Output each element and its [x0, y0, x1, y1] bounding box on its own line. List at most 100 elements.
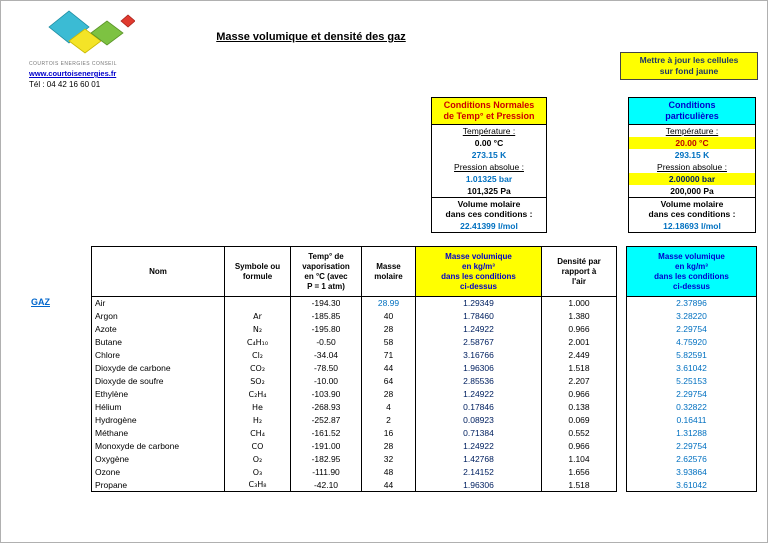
gas-row: Argon Ar -185.85 40 1.78460 1.380 — [91, 309, 617, 323]
density-normal-cell: 1.24922 — [415, 387, 542, 401]
density-normal-cell: 1.96306 — [415, 478, 542, 492]
header-density-normal: Masse volumique en kg/m³ dans les condit… — [415, 246, 542, 297]
density-normal-cell: 1.29349 — [415, 296, 542, 310]
gas-row: Hydrogène H₂ -252.87 2 0.08923 0.069 — [91, 413, 617, 427]
molar-mass-cell: 28 — [361, 439, 416, 453]
gas-row: Monoxyde de carbone CO -191.00 28 1.24922 0.9… — [91, 439, 617, 453]
particular-molar-volume-label: Volume molaire dans ces conditions : — [648, 198, 736, 220]
particular-conditions-title: Conditions particulières — [628, 97, 756, 125]
density-particular-cell: 3.61042 — [626, 478, 757, 492]
gas-name-cell: Méthane — [91, 426, 225, 440]
relative-density-cell: 0.966 — [541, 387, 617, 401]
gas-row: Propane C₃H₈ -42.10 44 1.96306 1.518 — [91, 478, 617, 492]
particular-pressure-pa: 200,000 Pa — [670, 185, 714, 196]
molar-mass-cell: 4 — [361, 400, 416, 414]
molar-mass-cell: 44 — [361, 478, 416, 492]
relative-density-cell: 1.656 — [541, 465, 617, 479]
header-relative-density: Densité par rapport à l'air — [541, 246, 617, 297]
particular-temperature-label: Température : — [665, 125, 719, 136]
molar-mass-cell: 44 — [361, 361, 416, 375]
particular-density-row: 5.25153 — [626, 374, 757, 388]
gas-name-cell: Monoxyde de carbone — [91, 439, 225, 453]
particular-density-row: 0.32822 — [626, 400, 757, 414]
particular-table-body: 2.37896 3.28220 2.29754 4.75920 5.82591 3.610… — [626, 296, 757, 492]
vaporization-cell: -42.10 — [290, 478, 362, 492]
molar-mass-cell: 64 — [361, 374, 416, 388]
relative-density-cell: 0.552 — [541, 426, 617, 440]
density-particular-cell: 2.29754 — [626, 322, 757, 336]
molar-mass-cell: 16 — [361, 426, 416, 440]
gas-name-cell: Hélium — [91, 400, 225, 414]
normal-molar-volume-value: 22.41399 l/mol — [460, 220, 518, 231]
particular-density-row: 3.61042 — [626, 478, 757, 492]
density-normal-cell: 1.78460 — [415, 309, 542, 323]
relative-density-cell: 2.449 — [541, 348, 617, 362]
gas-name-cell: Chlore — [91, 348, 225, 362]
vaporization-cell: -10.00 — [290, 374, 362, 388]
gas-name-cell: Ethylène — [91, 387, 225, 401]
particular-density-row: 2.29754 — [626, 322, 757, 336]
gas-row: Ozone O₃ -111.90 48 2.14152 1.656 — [91, 465, 617, 479]
gas-name-cell: Dioxyde de soufre — [91, 374, 225, 388]
particular-density-row: 3.61042 — [626, 361, 757, 375]
gas-symbol-cell: CH₄ — [224, 426, 291, 440]
vaporization-cell: -195.80 — [290, 322, 362, 336]
density-particular-cell: 0.32822 — [626, 400, 757, 414]
gas-name-cell: Hydrogène — [91, 413, 225, 427]
relative-density-cell: 0.966 — [541, 322, 617, 336]
molar-mass-cell: 28 — [361, 387, 416, 401]
particular-density-row: 1.31288 — [626, 426, 757, 440]
gas-row: Air -194.30 28.99 1.29349 1.000 — [91, 296, 617, 310]
normal-conditions-box: Conditions Normales de Temp° et Pression… — [431, 97, 547, 233]
header-symbol: Symbole ou formule — [224, 246, 291, 297]
molar-mass-cell: 40 — [361, 309, 416, 323]
gas-row: Hélium He -268.93 4 0.17846 0.138 — [91, 400, 617, 414]
relative-density-cell: 1.104 — [541, 452, 617, 466]
relative-density-cell: 1.518 — [541, 478, 617, 492]
particular-density-row: 3.28220 — [626, 309, 757, 323]
gas-symbol-cell: N₂ — [224, 322, 291, 336]
density-particular-cell: 2.37896 — [626, 296, 757, 310]
particular-conditions-box: Conditions particulières Température : 2… — [628, 97, 756, 233]
gas-symbol-cell — [224, 296, 291, 310]
density-particular-cell: 2.62576 — [626, 452, 757, 466]
normal-pressure-bar: 1.01325 bar — [465, 173, 513, 184]
density-normal-cell: 1.24922 — [415, 322, 542, 336]
gas-row: Dioxyde de soufre SO₂ -10.00 64 2.85536 2.207 — [91, 374, 617, 388]
header-vaporization: Temp° de vaporisation en °C (avec P = 1 … — [290, 246, 362, 297]
particular-density-row: 2.37896 — [626, 296, 757, 310]
header-name: Nom — [91, 246, 225, 297]
particular-temperature-c[interactable]: 20.00 °C — [629, 136, 755, 149]
density-particular-cell: 2.29754 — [626, 439, 757, 453]
density-normal-cell: 0.71384 — [415, 426, 542, 440]
gas-symbol-cell: Ar — [224, 309, 291, 323]
relative-density-cell: 2.207 — [541, 374, 617, 388]
vaporization-cell: -191.00 — [290, 439, 362, 453]
density-particular-cell: 2.29754 — [626, 387, 757, 401]
gas-row: Ethylène C₂H₄ -103.90 28 1.24922 0.966 — [91, 387, 617, 401]
molar-mass-cell: 48 — [361, 465, 416, 479]
gas-table-body: Air -194.30 28.99 1.29349 1.000 Argon Ar -185.8… — [91, 296, 617, 492]
density-particular-cell: 0.16411 — [626, 413, 757, 427]
vaporization-cell: -0.50 — [290, 335, 362, 349]
gas-symbol-cell: O₃ — [224, 465, 291, 479]
vaporization-cell: -268.93 — [290, 400, 362, 414]
particular-pressure-bar[interactable]: 2.00000 bar — [629, 172, 755, 185]
vaporization-cell: -182.95 — [290, 452, 362, 466]
gas-name-cell: Argon — [91, 309, 225, 323]
relative-density-cell: 1.000 — [541, 296, 617, 310]
density-normal-cell: 0.17846 — [415, 400, 542, 414]
website-link[interactable]: www.courtoisenergies.fr — [29, 69, 117, 78]
density-normal-cell: 2.14152 — [415, 465, 542, 479]
particular-temperature-k: 293.15 K — [674, 149, 710, 160]
particular-density-row: 2.29754 — [626, 439, 757, 453]
density-normal-cell: 1.24922 — [415, 439, 542, 453]
vaporization-cell: -103.90 — [290, 387, 362, 401]
density-particular-cell: 3.93864 — [626, 465, 757, 479]
gas-name-cell: Azote — [91, 322, 225, 336]
molar-mass-cell: 58 — [361, 335, 416, 349]
density-normal-cell: 0.08923 — [415, 413, 542, 427]
vaporization-cell: -34.04 — [290, 348, 362, 362]
gas-name-cell: Ozone — [91, 465, 225, 479]
